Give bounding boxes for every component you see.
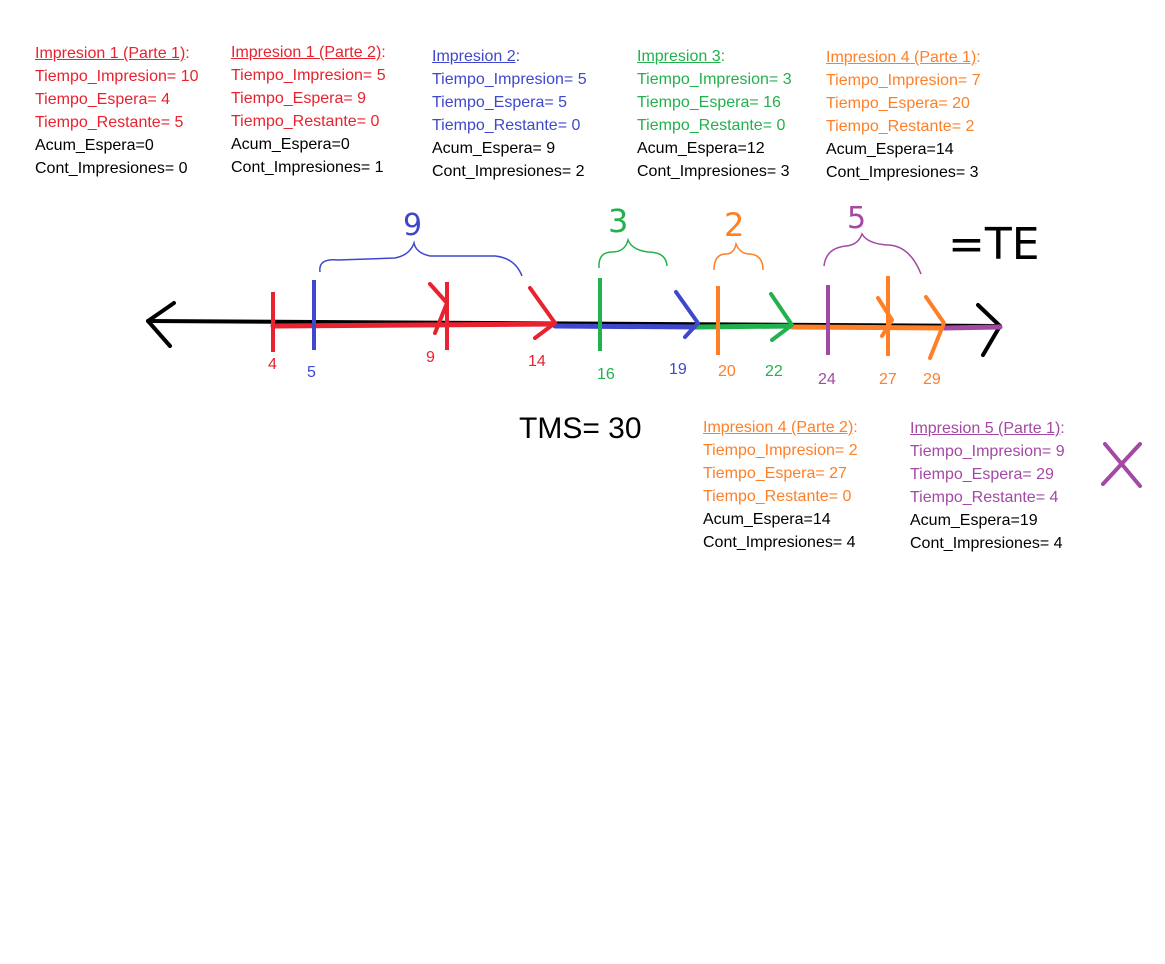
segment-orange (789, 324, 948, 331)
tiempo-restante: Tiempo_Restante= 5 (35, 114, 184, 131)
brace-label: 2 (724, 206, 744, 244)
tiempo-impresion: Tiempo_Impresion= 5 (231, 67, 386, 84)
block-impresion-3: Impresion 3: Tiempo_Impresion= 3 Tiempo_… (637, 45, 792, 183)
wait-brace (823, 232, 922, 275)
acum-espera: Acum_Espera=0 (35, 137, 154, 154)
block-colon: : (1060, 420, 1065, 437)
wait-brace (713, 241, 764, 271)
brace-label: 9 (403, 208, 422, 243)
tick-label: 14 (528, 353, 546, 370)
block-impresion-1-parte-2: Impresion 1 (Parte 2): Tiempo_Impresion=… (231, 41, 386, 179)
tiempo-restante: Tiempo_Restante= 0 (703, 488, 852, 505)
segment-blue (552, 323, 701, 330)
cont-impresiones: Cont_Impresiones= 4 (703, 534, 856, 551)
wait-brace (319, 240, 523, 277)
tiempo-impresion: Tiempo_Impresion= 10 (35, 68, 199, 85)
acum-espera: Acum_Espera=12 (637, 140, 765, 157)
timeline: 4 5 9 14 16 19 20 22 24 27 29 9 3 2 5 =T… (146, 201, 1040, 388)
chevron-right-icon (528, 286, 557, 340)
tms-label: TMS= 30 (519, 412, 642, 445)
tick-label: 22 (765, 363, 783, 380)
tiempo-espera: Tiempo_Espera= 4 (35, 91, 171, 108)
close-icon (1101, 442, 1142, 488)
block-colon: : (381, 44, 386, 61)
tiempo-restante: Tiempo_Restante= 4 (910, 489, 1059, 506)
block-colon: : (185, 45, 190, 62)
cont-impresiones: Cont_Impresiones= 0 (35, 160, 188, 177)
block-colon: : (853, 419, 858, 436)
tiempo-restante: Tiempo_Restante= 0 (231, 113, 380, 130)
chevron-right-icon (876, 296, 894, 338)
acum-espera: Acum_Espera=0 (231, 136, 350, 153)
arrow-left-icon (146, 301, 176, 348)
chevron-right-icon (674, 290, 700, 339)
acum-espera: Acum_Espera= 9 (432, 140, 556, 157)
block-impresion-4-parte-2: Impresion 4 (Parte 2): Tiempo_Impresion=… (703, 416, 858, 554)
cont-impresiones: Cont_Impresiones= 3 (826, 164, 979, 181)
acum-espera: Acum_Espera=14 (826, 141, 954, 158)
tick-label: 9 (426, 349, 435, 366)
tick-label: 4 (268, 356, 277, 373)
tick-label: 27 (879, 371, 897, 388)
block-colon: : (515, 48, 521, 65)
te-label: =TE (948, 219, 1040, 270)
block-title: Impresion 1 (Parte 2) (231, 44, 382, 61)
chevron-right-icon (924, 295, 946, 360)
block-impresion-5-parte-1: Impresion 5 (Parte 1): Tiempo_Impresion=… (910, 417, 1065, 555)
block-impresion-4-parte-1: Impresion 4 (Parte 1): Tiempo_Impresion=… (826, 46, 981, 184)
tiempo-restante: Tiempo_Restante= 0 (432, 117, 581, 134)
block-title: Impresion 2 (432, 48, 516, 65)
tiempo-restante: Tiempo_Restante= 2 (826, 118, 975, 135)
tiempo-espera: Tiempo_Espera= 27 (703, 465, 847, 482)
block-colon: : (976, 49, 981, 66)
arrow-right-icon (976, 303, 1002, 357)
tiempo-espera: Tiempo_Espera= 29 (910, 466, 1054, 483)
cont-impresiones: Cont_Impresiones= 4 (910, 535, 1063, 552)
tiempo-espera: Tiempo_Espera= 9 (231, 90, 367, 107)
segment-purple (942, 324, 1003, 331)
acum-espera: Acum_Espera=14 (703, 511, 831, 528)
block-impresion-1-parte-1: Impresion 1 (Parte 1): Tiempo_Impresion=… (35, 42, 199, 180)
tiempo-impresion: Tiempo_Impresion= 2 (703, 442, 858, 459)
block-title: Impresion 5 (Parte 1) (910, 420, 1061, 437)
chevron-right-icon (428, 282, 449, 335)
tick-label: 5 (307, 364, 316, 381)
tick-label: 24 (818, 371, 836, 388)
tick-label: 19 (669, 361, 687, 378)
tick-label: 29 (923, 371, 941, 388)
acum-espera: Acum_Espera=19 (910, 512, 1038, 529)
tiempo-espera: Tiempo_Espera= 16 (637, 94, 781, 111)
cont-impresiones: Cont_Impresiones= 3 (637, 163, 790, 180)
tiempo-impresion: Tiempo_Impresion= 9 (910, 443, 1065, 460)
tiempo-espera: Tiempo_Espera= 5 (432, 94, 568, 111)
cont-impresiones: Cont_Impresiones= 2 (432, 163, 585, 180)
block-title: Impresion 4 (Parte 2) (703, 419, 854, 436)
tiempo-espera: Tiempo_Espera= 20 (826, 95, 970, 112)
tiempo-restante: Tiempo_Restante= 0 (637, 117, 786, 134)
segment-green (695, 323, 795, 330)
segment-red (270, 321, 558, 329)
tick-label: 20 (718, 363, 736, 380)
tiempo-impresion: Tiempo_Impresion= 7 (826, 72, 981, 89)
tiempo-impresion: Tiempo_Impresion= 5 (432, 71, 587, 88)
cont-impresiones: Cont_Impresiones= 1 (231, 159, 384, 176)
block-title: Impresion 1 (Parte 1) (35, 45, 186, 62)
block-title: Impresion 4 (Parte 1) (826, 49, 977, 66)
brace-label: 5 (847, 201, 866, 236)
wait-brace (598, 237, 668, 269)
tiempo-impresion: Tiempo_Impresion= 3 (637, 71, 792, 88)
block-title: Impresion 3 (637, 48, 721, 65)
block-colon: : (720, 48, 726, 65)
brace-label: 3 (608, 202, 628, 240)
block-impresion-2: Impresion 2: Tiempo_Impresion= 5 Tiempo_… (432, 45, 587, 183)
tick-label: 16 (597, 366, 615, 383)
chevron-right-icon (769, 292, 794, 342)
